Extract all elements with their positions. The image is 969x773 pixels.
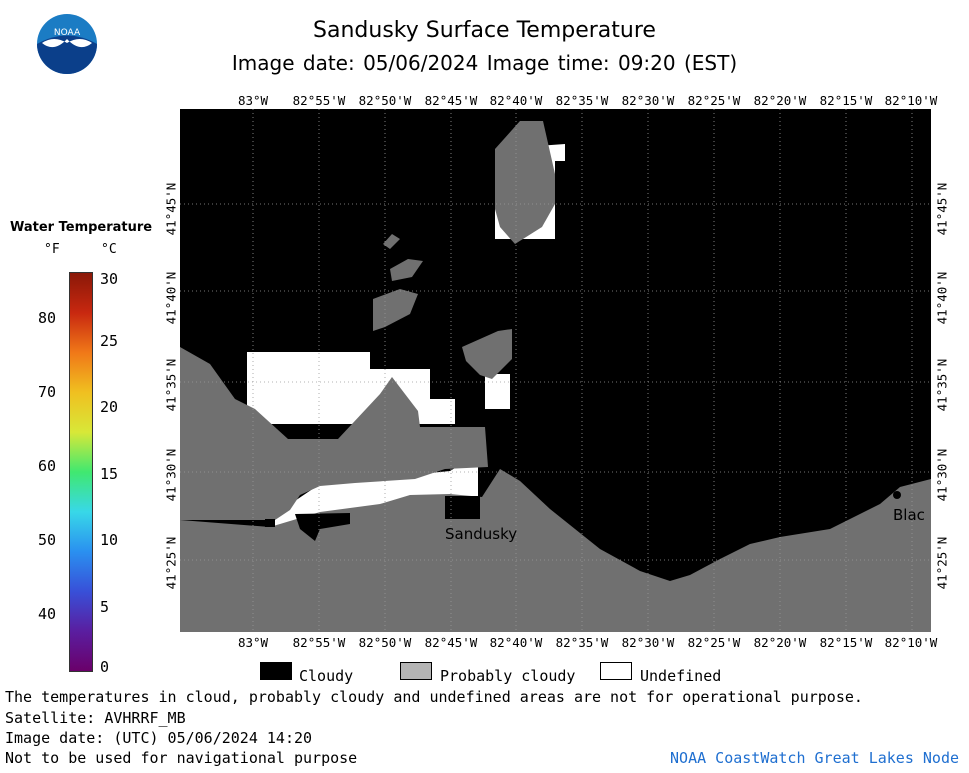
- lon-label: 82°15'W: [819, 635, 873, 650]
- lon-label: 83°W: [237, 93, 269, 108]
- c-tick-label: 30: [100, 270, 119, 288]
- place-label-sandusky: Sandusky: [445, 525, 518, 543]
- city-marker-west: [267, 520, 273, 526]
- lat-label: 41°25'N: [163, 536, 179, 590]
- lon-label: 82°20'W: [753, 93, 807, 108]
- lon-label: 82°45'W: [424, 635, 478, 650]
- island-kelleys: [495, 121, 555, 244]
- f-tick-label: 60: [38, 457, 57, 475]
- c-tick-label: 20: [100, 398, 119, 416]
- legend-swatch-probably-cloudy: [400, 662, 432, 680]
- c-tick-label: 15: [100, 465, 119, 483]
- lon-label: 82°25'W: [687, 93, 741, 108]
- city-marker-bay: [893, 491, 901, 499]
- credit-link[interactable]: NOAA CoastWatch Great Lakes Node: [670, 749, 959, 767]
- lat-label: 41°35'N: [934, 358, 950, 412]
- lon-label: 83°W: [237, 635, 269, 650]
- satellite-info: Satellite: AVHRRF_MB: [5, 709, 186, 727]
- colorbar-unit-f: °F: [44, 242, 60, 257]
- disclaimer-note: The temperatures in cloud, probably clou…: [5, 688, 863, 706]
- lon-label: 82°45'W: [424, 93, 478, 108]
- lon-label: 82°10'W: [884, 93, 938, 108]
- image-datetime: Image date: 05/06/2024 Image time: 09:20…: [231, 51, 738, 75]
- lon-label: 82°35'W: [555, 635, 609, 650]
- lon-label: 82°40'W: [489, 93, 543, 108]
- lon-label: 82°55'W: [292, 93, 346, 108]
- noaa-logo: NOAA: [36, 13, 98, 75]
- f-tick-label: 70: [38, 383, 57, 401]
- colorbar-title: Water Temperature: [10, 220, 153, 235]
- lat-label: 41°45'N: [163, 182, 179, 236]
- undefined-area-small: [485, 374, 510, 409]
- noaa-logo-icon: NOAA: [37, 14, 97, 74]
- lon-label: 82°20'W: [753, 635, 807, 650]
- navigation-warning: Not to be used for navigational purpose: [5, 749, 358, 767]
- legend-swatch-undefined: [600, 662, 632, 680]
- f-tick-label: 50: [38, 531, 57, 549]
- lon-label: 82°40'W: [489, 635, 543, 650]
- legend-label-cloudy: Cloudy: [299, 667, 354, 685]
- map-panel: Sandusky Blac: [180, 109, 931, 632]
- lon-label: 82°10'W: [884, 635, 938, 650]
- lon-label: 82°30'W: [621, 635, 675, 650]
- surface-temperature-map: [180, 109, 931, 632]
- legend-label-probably-cloudy: Probably cloudy: [440, 667, 576, 685]
- lon-label: 82°25'W: [687, 635, 741, 650]
- lon-label: 82°30'W: [621, 93, 675, 108]
- c-tick-label: 10: [100, 531, 119, 549]
- lon-label: 82°50'W: [358, 635, 412, 650]
- lat-label: 41°30'N: [934, 448, 950, 502]
- island-rattlesnake: [383, 234, 400, 249]
- lat-label: 41°40'N: [163, 271, 179, 325]
- lon-label: 82°50'W: [358, 93, 412, 108]
- f-tick-label: 80: [38, 309, 57, 327]
- land-mainland-south: [180, 469, 931, 632]
- c-tick-label: 0: [100, 658, 110, 676]
- island-middle-bass: [390, 259, 423, 281]
- lon-label: 82°35'W: [555, 93, 609, 108]
- cloudy-patch-sandusky: [445, 496, 480, 519]
- lon-label: 82°15'W: [819, 93, 873, 108]
- lat-label: 41°35'N: [163, 358, 179, 412]
- c-tick-label: 5: [100, 598, 110, 616]
- lat-label: 41°40'N: [934, 271, 950, 325]
- colorbar-gradient: [69, 272, 93, 672]
- lat-label: 41°30'N: [163, 448, 179, 502]
- page-title: Sandusky Surface Temperature: [313, 18, 656, 43]
- lon-label: 82°55'W: [292, 635, 346, 650]
- legend-swatch-cloudy: [260, 662, 292, 680]
- lat-label: 41°25'N: [934, 536, 950, 590]
- legend-label-undefined: Undefined: [640, 667, 722, 685]
- logo-text: NOAA: [54, 28, 81, 38]
- cloudy-patch-west: [295, 513, 350, 541]
- island-north-bass: [373, 289, 418, 331]
- place-label-bay: Blac: [893, 506, 925, 524]
- f-tick-label: 40: [38, 605, 57, 623]
- lat-label: 41°45'N: [934, 182, 950, 236]
- island-bass: [462, 329, 512, 379]
- utc-image-date: Image date: (UTC) 05/06/2024 14:20: [5, 729, 313, 747]
- c-tick-label: 25: [100, 332, 119, 350]
- colorbar-unit-c: °C: [101, 242, 117, 257]
- land-mainland-west: [180, 347, 488, 520]
